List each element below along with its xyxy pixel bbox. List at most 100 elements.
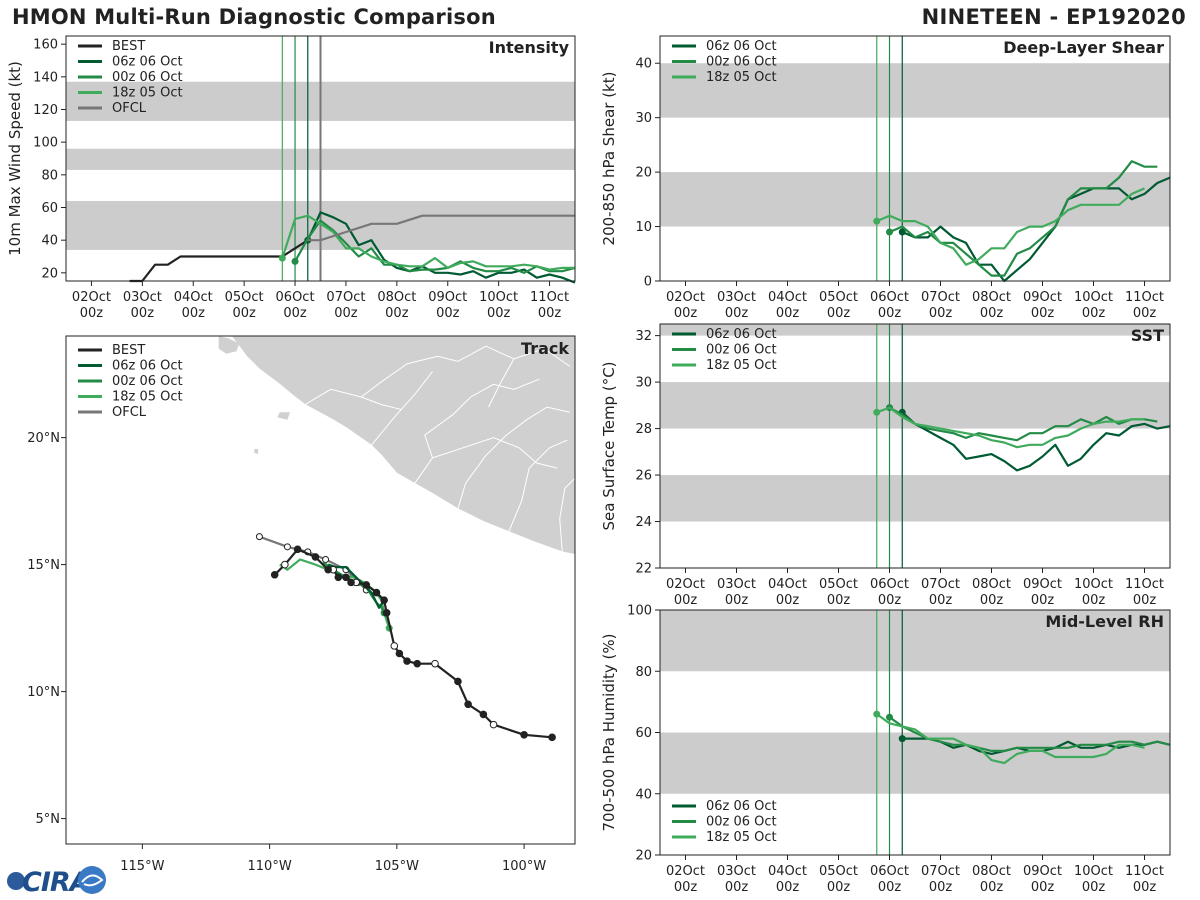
sst-ytick-label: 30 [635, 376, 652, 391]
rh-xtick-hour: 00z [1133, 880, 1157, 895]
rh-legend-label: 18z 05 Oct [706, 830, 777, 845]
sst-series-line [901, 411, 1171, 472]
intensity-frame [65, 35, 576, 282]
track-best-point [334, 573, 343, 582]
rh-legend-label: 00z 06 Oct [706, 815, 777, 830]
rh-series-start-point [898, 735, 906, 743]
sst-legend-label: 18z 05 Oct [706, 358, 777, 373]
shear-series-start-point [886, 228, 893, 236]
track-best-point [413, 659, 422, 668]
sst-xtick-day: 08Oct [972, 577, 1011, 592]
storm-id: NINETEEN - EP192020 [921, 5, 1186, 29]
track-best-point [548, 733, 556, 742]
map-land-peninsula [218, 336, 240, 354]
shear-xtick-day: 08Oct [972, 290, 1011, 305]
intensity-panel: 20 40 60 80 100 120 140 160 10m Max Wind Speed (… [6, 35, 576, 321]
intensity-legend-label: 00z 06 Oct [112, 70, 183, 85]
rh-xtick-day: 07Oct [921, 864, 960, 879]
track-best-point [489, 720, 498, 729]
intensity-ytick-label: 80 [41, 168, 58, 183]
track-best-point [347, 578, 355, 587]
sst-xtick-hour: 00z [827, 593, 851, 608]
map-state-border [414, 378, 540, 484]
intensity-legend-label: 06z 06 Oct [112, 55, 183, 70]
track-best-point [380, 596, 388, 604]
track-frame [65, 335, 576, 845]
rh-xtick-day: 09Oct [1023, 864, 1062, 879]
intensity-ytick-label: 60 [41, 201, 58, 216]
sst-series-start-point [873, 408, 881, 416]
track-legend-label: 18z 05 Oct [112, 390, 183, 405]
track-ofcl-point [283, 543, 291, 551]
shear-xtick-day: 03Oct [717, 290, 756, 305]
intensity-ylabel: 10m Max Wind Speed (kt) [6, 61, 24, 256]
intensity-series-line [307, 214, 575, 242]
sst-xtick-day: 06Oct [870, 577, 909, 592]
shear-ytick-label: 20 [635, 166, 652, 181]
sst-series-line [888, 406, 1158, 442]
sst-xtick-hour: 00z [1082, 593, 1106, 608]
intensity-series-start-point [278, 254, 286, 262]
logo-globe-icon [7, 872, 25, 890]
track-xtick-label: 110°W [248, 859, 292, 874]
rh-xtick-day: 11Oct [1125, 864, 1164, 879]
intensity-xtick-day: 09Oct [428, 290, 467, 305]
rh-xtick-hour: 00z [1082, 880, 1106, 895]
track-title: Track [521, 339, 569, 358]
intensity-xtick-hour: 00z [436, 306, 460, 321]
shear-ytick-label: 0 [644, 275, 652, 290]
shear-xtick-hour: 00z [1082, 306, 1106, 321]
track-ofcl-point [255, 533, 263, 541]
intensity-xtick-hour: 00z [487, 306, 511, 321]
cira-logo: CIRA [7, 866, 106, 898]
intensity-title: Intensity [489, 38, 570, 57]
intensity-legend-label: OFCL [112, 101, 147, 116]
shear-legend-label: 06z 06 Oct [706, 39, 777, 54]
map-state-border [432, 437, 558, 469]
intensity-series-line [294, 219, 576, 274]
rh-series-line [876, 713, 1145, 765]
shear-legend-label: 18z 05 Oct [706, 70, 777, 85]
shear-xtick-day: 09Oct [1023, 290, 1062, 305]
track-ytick-label: 10°N [27, 685, 60, 700]
track-best-point [281, 560, 289, 569]
rh-title: Mid-Level RH [1045, 612, 1164, 631]
track-panel: 115°W 110°W 105°W 100°W 5°N 10°N 15°N 20°N Track… [27, 335, 576, 874]
intensity-xtick-day: 05Oct [225, 290, 264, 305]
rh-ytick-label: 80 [635, 665, 652, 680]
shear-xtick-day: 07Oct [921, 290, 960, 305]
track-best-point [342, 573, 350, 582]
track-line [273, 548, 553, 739]
rh-legend-label: 06z 06 Oct [706, 799, 777, 814]
intensity-series-line [129, 239, 309, 283]
shear-xtick-hour: 00z [1133, 306, 1157, 321]
intensity-legend-label: BEST [112, 39, 145, 54]
map-island [399, 431, 420, 438]
map-state-border [361, 396, 403, 411]
rh-xtick-day: 02Oct [666, 864, 705, 879]
intensity-ytick-label: 20 [41, 266, 58, 281]
track-best-point [324, 565, 332, 574]
shear-xtick-day: 04Oct [768, 290, 807, 305]
shear-ytick-label: 10 [635, 220, 652, 235]
shear-xtick-hour: 00z [725, 306, 749, 321]
intensity-series-start-point [291, 257, 299, 265]
shear-xtick-hour: 00z [878, 306, 902, 321]
rh-xtick-day: 10Oct [1074, 864, 1113, 879]
intensity-xtick-day: 06Oct [276, 290, 315, 305]
sst-xtick-hour: 00z [1031, 593, 1055, 608]
shear-xtick-day: 06Oct [870, 290, 909, 305]
intensity-xtick-hour: 00z [131, 306, 155, 321]
track-ytick-label: 15°N [27, 558, 60, 573]
shear-xtick-hour: 00z [1031, 306, 1055, 321]
sst-xtick-hour: 00z [725, 593, 749, 608]
map-state-border [304, 345, 571, 406]
shear-xtick-day: 10Oct [1074, 290, 1113, 305]
shear-ylabel: 200-850 hPa Shear (kt) [600, 72, 618, 246]
intensity-xtick-hour: 00z [232, 306, 256, 321]
rh-ytick-label: 40 [635, 787, 652, 802]
intensity-xtick-day: 03Oct [123, 290, 162, 305]
track-line [327, 563, 386, 609]
rh-band [660, 732, 1170, 794]
